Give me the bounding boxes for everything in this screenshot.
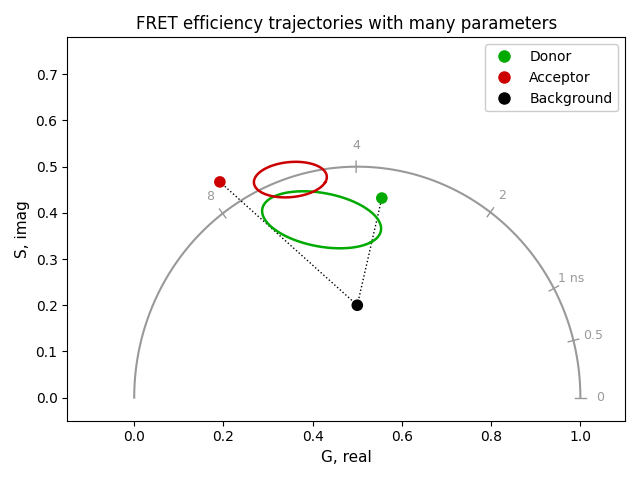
Point bbox=[215, 178, 225, 186]
Point bbox=[352, 301, 362, 309]
Text: 8: 8 bbox=[207, 191, 214, 204]
X-axis label: G, real: G, real bbox=[321, 450, 371, 465]
Legend: Donor, Acceptor, Background: Donor, Acceptor, Background bbox=[485, 44, 618, 111]
Point bbox=[377, 194, 387, 202]
Text: 1 ns: 1 ns bbox=[559, 272, 585, 285]
Text: 4: 4 bbox=[352, 139, 360, 152]
Text: 0.5: 0.5 bbox=[583, 329, 603, 342]
Text: 2: 2 bbox=[499, 189, 506, 202]
Text: 0: 0 bbox=[596, 391, 604, 404]
Y-axis label: S, imag: S, imag bbox=[15, 200, 30, 258]
Title: FRET efficiency trajectories with many parameters: FRET efficiency trajectories with many p… bbox=[136, 15, 557, 33]
